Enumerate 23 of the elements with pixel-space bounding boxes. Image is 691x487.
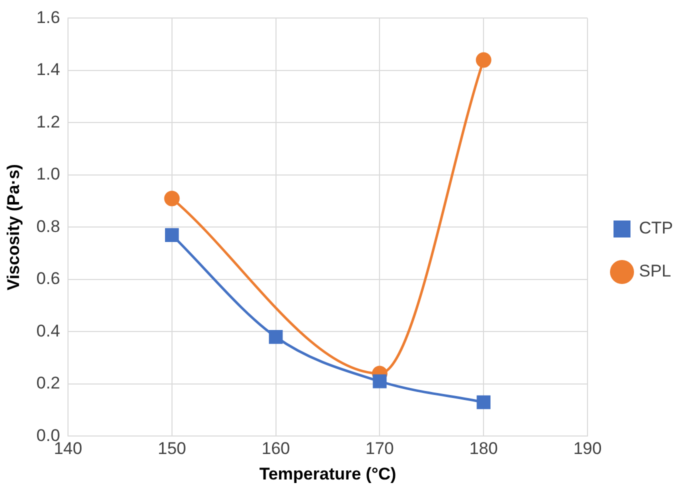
y-tick-label: 0.6 <box>36 269 60 288</box>
y-tick-label: 0.2 <box>36 374 60 393</box>
y-axis-title: Viscosity (Pa·s) <box>4 164 23 290</box>
point <box>476 395 491 410</box>
y-tick-label: 1.6 <box>36 8 60 27</box>
point <box>268 330 283 344</box>
legend-label: SPL <box>639 262 672 281</box>
y-tick-label: 1.0 <box>36 164 60 184</box>
x-tick-label: 160 <box>262 439 290 458</box>
x-axis-title: Temperature (°C) <box>259 464 396 484</box>
y-tick-label: 1.4 <box>36 60 60 80</box>
x-tick-label: 190 <box>573 439 602 458</box>
x-tick-label: 150 <box>158 439 186 458</box>
point <box>476 52 492 68</box>
point <box>165 228 179 242</box>
y-tick-label: 1.2 <box>36 112 60 132</box>
point <box>372 374 387 388</box>
y-tick-label: 0.8 <box>36 216 60 236</box>
legend-label: CTP <box>639 218 673 238</box>
point <box>164 190 180 206</box>
x-tick-label: 170 <box>366 439 394 458</box>
y-tick-label: 0.4 <box>36 321 60 340</box>
x-tick-label: 180 <box>469 439 498 458</box>
